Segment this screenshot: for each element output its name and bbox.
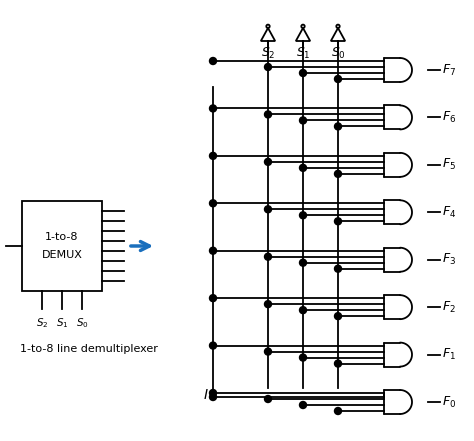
Circle shape bbox=[210, 247, 217, 254]
Circle shape bbox=[264, 158, 272, 165]
Circle shape bbox=[264, 253, 272, 260]
Circle shape bbox=[210, 200, 217, 207]
Text: 1-to-8 line demultiplexer: 1-to-8 line demultiplexer bbox=[20, 344, 158, 354]
Circle shape bbox=[264, 301, 272, 308]
Circle shape bbox=[264, 348, 272, 355]
Text: $S_0$: $S_0$ bbox=[76, 316, 88, 330]
Text: $S_0$: $S_0$ bbox=[330, 46, 346, 61]
Circle shape bbox=[335, 75, 341, 82]
Text: $S_2$: $S_2$ bbox=[261, 46, 275, 61]
Circle shape bbox=[210, 57, 217, 64]
Circle shape bbox=[335, 360, 341, 367]
Circle shape bbox=[300, 212, 307, 219]
Text: $F_{0}$: $F_{0}$ bbox=[442, 394, 456, 410]
Text: $F_{2}$: $F_{2}$ bbox=[442, 299, 456, 315]
Circle shape bbox=[300, 354, 307, 361]
Circle shape bbox=[210, 342, 217, 349]
Text: DEMUX: DEMUX bbox=[42, 250, 82, 260]
Bar bbox=[22, 201, 102, 291]
Text: $F_{5}$: $F_{5}$ bbox=[442, 157, 456, 172]
Circle shape bbox=[210, 393, 217, 400]
Circle shape bbox=[337, 25, 340, 28]
Circle shape bbox=[335, 407, 341, 415]
Text: 1-to-8: 1-to-8 bbox=[45, 232, 79, 242]
Circle shape bbox=[210, 389, 217, 396]
Circle shape bbox=[300, 117, 307, 124]
Circle shape bbox=[301, 25, 305, 28]
Circle shape bbox=[210, 152, 217, 159]
Circle shape bbox=[264, 396, 272, 403]
Text: $F_{3}$: $F_{3}$ bbox=[442, 252, 456, 267]
Text: $S_1$: $S_1$ bbox=[56, 316, 68, 330]
Circle shape bbox=[264, 206, 272, 213]
Text: $F_{7}$: $F_{7}$ bbox=[442, 63, 456, 78]
Circle shape bbox=[300, 306, 307, 314]
Circle shape bbox=[335, 313, 341, 320]
Circle shape bbox=[335, 170, 341, 177]
Text: $S_2$: $S_2$ bbox=[36, 316, 48, 330]
Circle shape bbox=[264, 111, 272, 118]
Text: $F_{1}$: $F_{1}$ bbox=[442, 347, 456, 362]
Circle shape bbox=[266, 25, 270, 28]
Circle shape bbox=[300, 259, 307, 266]
Circle shape bbox=[300, 401, 307, 408]
Circle shape bbox=[335, 123, 341, 130]
Text: $S_1$: $S_1$ bbox=[296, 46, 310, 61]
Circle shape bbox=[264, 64, 272, 71]
Circle shape bbox=[210, 105, 217, 112]
Circle shape bbox=[335, 265, 341, 272]
Circle shape bbox=[300, 70, 307, 76]
Text: I: I bbox=[204, 388, 208, 402]
Text: $F_{6}$: $F_{6}$ bbox=[442, 110, 456, 125]
Circle shape bbox=[210, 295, 217, 302]
Text: $F_{4}$: $F_{4}$ bbox=[442, 205, 456, 220]
Circle shape bbox=[300, 164, 307, 172]
Circle shape bbox=[335, 218, 341, 225]
